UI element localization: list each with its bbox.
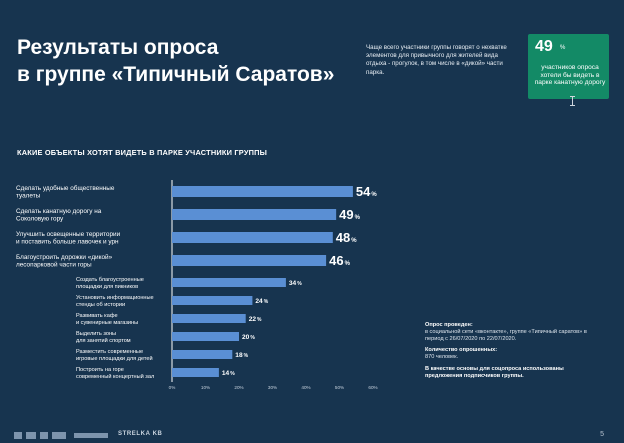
chart-category-label: Благоустроить дорожки «дикой» [16, 253, 113, 261]
chart-bar [172, 368, 219, 377]
chart-value-label: 49% [339, 207, 360, 222]
callout-percent-sign: % [560, 45, 566, 51]
chart-category-label: современный концертный зал [76, 373, 154, 380]
chart-category-label: Создать благоустроенные [76, 277, 144, 283]
chart-category-label: Улучшить освещенные территории [16, 231, 121, 238]
title-line-1: Результаты опроса [17, 36, 219, 59]
chart-category-label: и сувенирные магазины [76, 320, 138, 326]
info-count-heading: Количество опрошенных: [425, 347, 498, 354]
chart-category-label: Построить на горе [76, 367, 124, 373]
chart-category-label: Выделить зоны [76, 331, 116, 337]
title-line-2: в группе «Типичный Саратов» [17, 63, 335, 86]
page-number: 5 [600, 431, 604, 438]
partner-logo-icon [14, 432, 22, 439]
info-text: в социальной сети «вконтакте», группе «Т… [425, 328, 587, 342]
summary-note: Чаще всего участники группы говорят о не… [366, 44, 507, 76]
chart-category-label: Сделать удобные общественные [16, 184, 115, 192]
footer: STRELKA KB 5 [0, 427, 624, 443]
chart-value-label: 14% [222, 370, 235, 377]
chart-category-label: игровые площадки для детей [76, 355, 153, 362]
chart-value-label: 20% [242, 334, 255, 341]
chart-tick-label: 10% [201, 385, 210, 390]
chart-bar [172, 278, 286, 287]
callout-value: 49 [535, 38, 553, 55]
chart-value-label: 34% [289, 280, 302, 287]
footer-brand: STRELKA KB [118, 431, 163, 437]
chart-category-label: туалеты [16, 193, 41, 200]
chart-value-label: 22% [249, 316, 262, 323]
partner-logo-icon [74, 433, 108, 438]
survey-info: Опрос проведен: в социальной сети «вконт… [425, 322, 600, 385]
chart-title: КАКИЕ ОБЪЕКТЫ ХОТЯТ ВИДЕТЬ В ПАРКЕ УЧАСТ… [17, 148, 268, 157]
chart-category-label: площадки для пикников [76, 284, 138, 290]
chart-bar [172, 332, 239, 341]
chart-value-label: 18% [235, 352, 248, 359]
text-cursor-icon [570, 96, 575, 106]
chart-bar [172, 350, 233, 359]
info-heading: Опрос проведен: [425, 322, 473, 328]
highlight-callout: 49 % участников опроса хотели бы видеть … [528, 34, 609, 99]
chart-category-label: Установить информационные [76, 295, 154, 301]
chart-category-label: для занятий спортом [76, 337, 131, 344]
chart-category-label: лесопарковой части горы [16, 261, 92, 269]
info-basis: В качестве основы для соцопроса использо… [425, 365, 564, 379]
chart-tick-label: 20% [234, 385, 243, 390]
chart-bar [172, 232, 333, 243]
chart-category-label: Сделать канатную дорогу на [16, 208, 102, 215]
chart-category-label: и поставить больше лавочек и урн [16, 238, 119, 246]
chart-bar [172, 296, 253, 305]
chart-bar [172, 255, 327, 266]
info-count: 870 человек. [425, 354, 459, 361]
chart-tick-label: 40% [301, 385, 310, 390]
partner-logo-icon [52, 432, 66, 439]
page-title: Результаты опроса в группе «Типичный Сар… [17, 34, 337, 88]
chart-category-label: Развивать кафе [76, 313, 118, 319]
chart-value-label: 46% [329, 253, 350, 268]
partner-logo-icon [26, 432, 36, 439]
partner-logo-icon [40, 432, 48, 439]
chart-bar [172, 314, 246, 323]
chart-bar [172, 209, 337, 220]
chart-category-label: стенды об истории [76, 302, 125, 308]
chart-value-label: 24% [255, 298, 268, 305]
chart-tick-label: 0% [169, 385, 176, 390]
chart-category-label: Разместить современные [76, 349, 143, 355]
chart-value-label: 48% [336, 230, 357, 245]
chart-value-label: 54% [356, 184, 377, 199]
chart-bar [172, 186, 353, 197]
chart-category-label: Соколовую гору [16, 216, 64, 223]
chart-tick-label: 30% [268, 385, 277, 390]
chart-tick-label: 50% [335, 385, 344, 390]
chart-tick-label: 60% [368, 385, 377, 390]
callout-text: участников опроса хотели бы видеть в пар… [534, 64, 606, 87]
